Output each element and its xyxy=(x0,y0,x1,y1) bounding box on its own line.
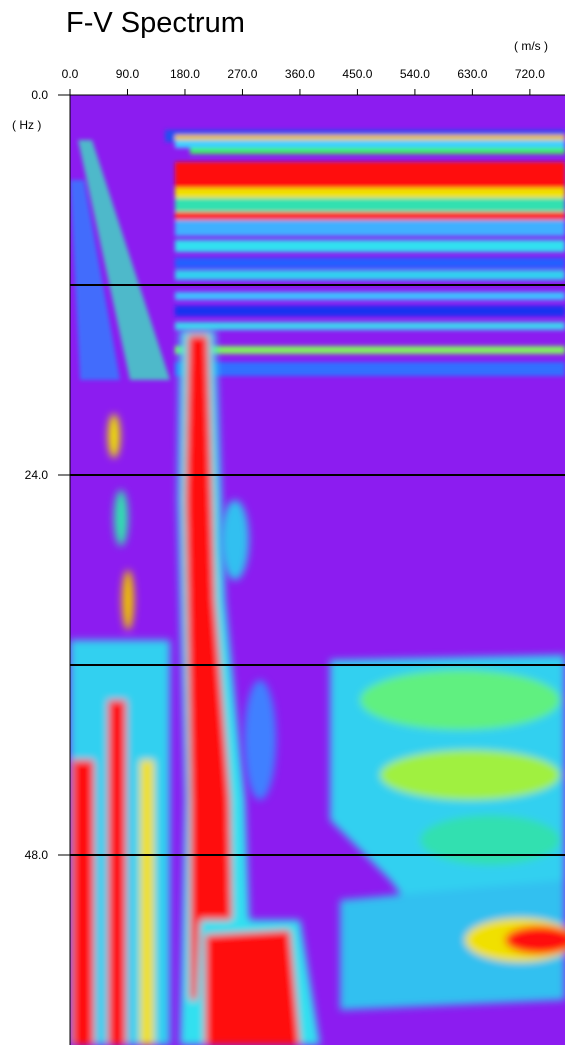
x-tick-label: 90.0 xyxy=(116,67,140,81)
x-tick-label: 630.0 xyxy=(457,67,487,81)
x-tick-label: 0.0 xyxy=(62,67,79,81)
spectrum-image xyxy=(70,95,565,1045)
y-tick-label: 48.0 xyxy=(25,848,49,862)
y-tick-label: 24.0 xyxy=(25,468,49,482)
x-tick-label: 180.0 xyxy=(170,67,200,81)
y-unit: ( Hz ) xyxy=(12,118,41,132)
x-tick-label: 270.0 xyxy=(227,67,257,81)
x-tick-label: 540.0 xyxy=(400,67,430,81)
x-tick-label: 450.0 xyxy=(342,67,372,81)
x-unit: ( m/s ) xyxy=(514,39,548,53)
x-tick-label: 720.0 xyxy=(515,67,545,81)
chart-title: F-V Spectrum xyxy=(66,7,245,39)
x-tick-label: 360.0 xyxy=(285,67,315,81)
y-tick-label: 0.0 xyxy=(31,88,48,102)
